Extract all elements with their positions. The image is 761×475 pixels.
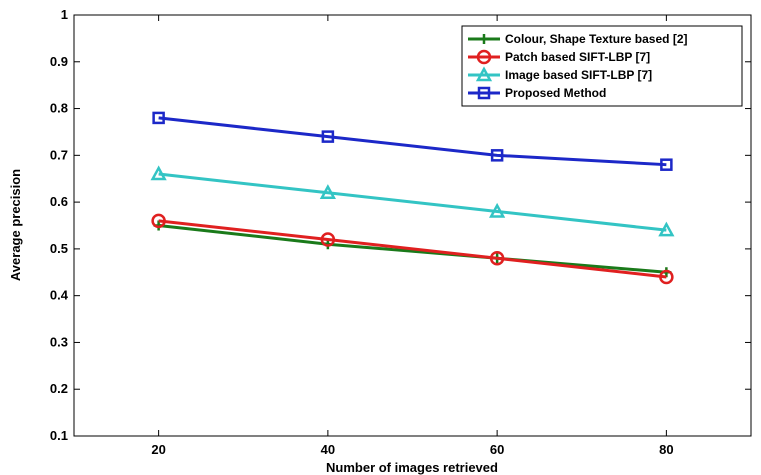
x-tick-label: 60 (490, 442, 504, 457)
y-axis-ticks: 0.1 0.2 0.3 0.4 0.5 0.6 0.7 0.8 0.9 1 (50, 7, 751, 443)
x-tick-label: 80 (659, 442, 673, 457)
data-point (150, 165, 167, 181)
data-point (319, 184, 336, 200)
y-tick-label: 0.5 (50, 241, 68, 256)
series-line (158, 219, 667, 279)
legend-marker (476, 49, 492, 65)
legend: Colour, Shape Texture based [2] Patch bas… (461, 25, 743, 107)
legend-entry: Proposed Method (468, 86, 606, 100)
legend-label: Image based SIFT-LBP [7] (505, 68, 652, 82)
data-point (490, 149, 504, 162)
data-point (152, 111, 165, 125)
y-tick-label: 1 (61, 7, 68, 22)
data-point (660, 158, 673, 171)
series-3 (152, 111, 673, 171)
y-tick-label: 0.3 (50, 334, 68, 349)
y-tick-label: 0.9 (50, 54, 68, 69)
data-point (320, 232, 336, 247)
y-tick-label: 0.8 (50, 101, 68, 116)
legend-entry: Image based SIFT-LBP [7] (468, 66, 652, 82)
legend-label: Proposed Method (505, 86, 606, 100)
y-tick-label: 0.4 (50, 288, 69, 303)
y-axis-label: Average precision (8, 169, 23, 281)
series-line (158, 172, 667, 232)
data-point (151, 213, 166, 229)
series-layer (150, 111, 675, 285)
series-line (158, 116, 667, 167)
legend-entry: Colour, Shape Texture based [2] (468, 32, 687, 46)
series-line (158, 224, 667, 274)
data-point (321, 130, 335, 143)
data-point (489, 250, 505, 266)
x-tick-label: 20 (151, 442, 165, 457)
x-axis-label: Number of images retrieved (326, 460, 498, 475)
data-point (659, 269, 674, 285)
data-point (658, 221, 675, 237)
legend-entry: Patch based SIFT-LBP [7] (468, 49, 650, 65)
series-2 (150, 165, 675, 237)
legend-label: Patch based SIFT-LBP [7] (505, 50, 650, 64)
y-tick-label: 0.1 (50, 428, 68, 443)
x-tick-label: 40 (321, 442, 335, 457)
y-tick-label: 0.6 (50, 194, 68, 209)
y-tick-label: 0.7 (50, 147, 68, 162)
y-tick-label: 0.2 (50, 381, 68, 396)
legend-marker (479, 34, 489, 44)
legend-label: Colour, Shape Texture based [2] (505, 32, 687, 46)
series-1 (151, 213, 674, 285)
data-point (489, 202, 506, 218)
legend-marker (477, 86, 491, 100)
legend-box (461, 25, 743, 107)
legend-marker (475, 66, 493, 82)
x-axis-ticks: 20 40 60 80 (151, 15, 674, 457)
